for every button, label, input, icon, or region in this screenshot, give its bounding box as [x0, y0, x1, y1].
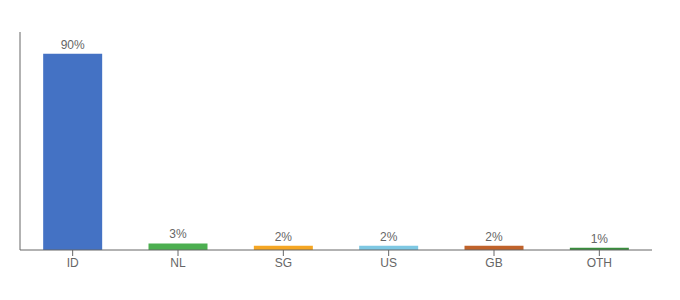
svg-text:2%: 2%	[275, 230, 293, 244]
svg-text:NL: NL	[170, 256, 186, 270]
svg-text:US: US	[380, 256, 397, 270]
svg-text:2%: 2%	[380, 230, 398, 244]
svg-text:90%: 90%	[61, 38, 85, 52]
svg-text:2%: 2%	[485, 230, 503, 244]
svg-text:ID: ID	[67, 256, 79, 270]
svg-text:OTH: OTH	[587, 256, 612, 270]
svg-text:SG: SG	[275, 256, 292, 270]
svg-text:GB: GB	[485, 256, 502, 270]
svg-text:1%: 1%	[591, 232, 609, 246]
svg-text:3%: 3%	[169, 227, 187, 241]
